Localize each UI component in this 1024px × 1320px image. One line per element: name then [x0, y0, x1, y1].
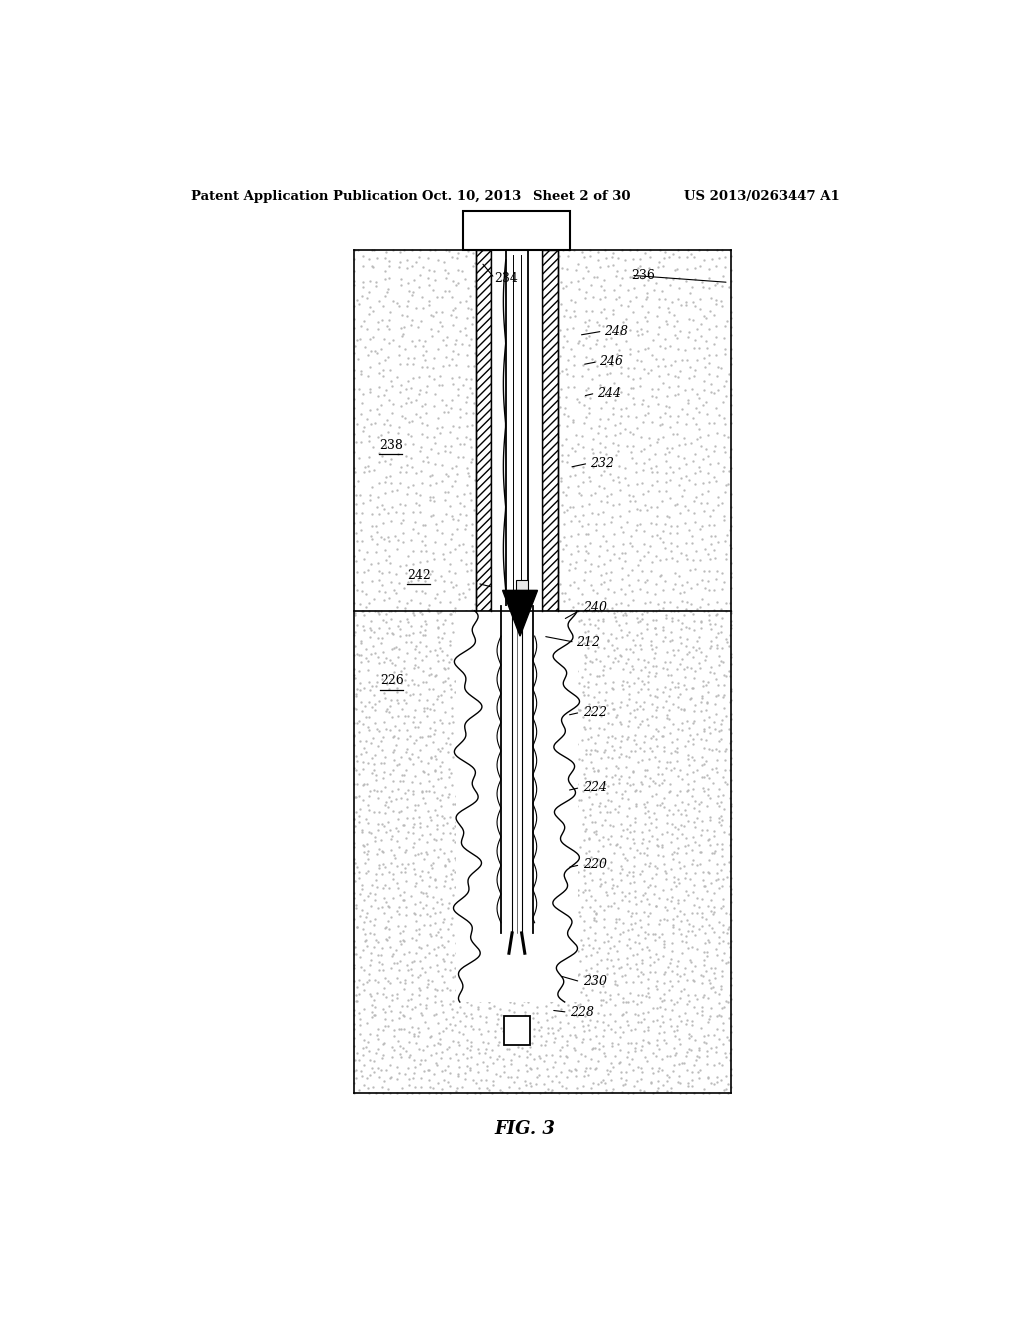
Text: Oct. 10, 2013: Oct. 10, 2013: [422, 190, 521, 202]
Text: FIG. 3: FIG. 3: [495, 1121, 555, 1138]
Text: 212: 212: [577, 636, 600, 648]
Text: US 2013/0263447 A1: US 2013/0263447 A1: [684, 190, 840, 202]
Polygon shape: [503, 590, 538, 636]
Text: 238: 238: [379, 438, 402, 451]
Bar: [516, 581, 527, 593]
Text: 242: 242: [408, 569, 431, 582]
Text: 222: 222: [583, 706, 607, 719]
Text: 246: 246: [599, 355, 624, 368]
Bar: [504, 1016, 529, 1044]
Text: 236: 236: [631, 269, 655, 281]
Text: 224: 224: [583, 781, 607, 795]
Text: 244: 244: [597, 387, 621, 400]
Text: 248: 248: [604, 325, 628, 338]
Text: 234: 234: [495, 272, 518, 285]
Bar: [463, 211, 570, 249]
Text: 230: 230: [583, 975, 607, 989]
Bar: [354, 249, 731, 1093]
Bar: [513, 249, 521, 611]
Bar: [475, 249, 492, 611]
Text: 228: 228: [570, 1006, 594, 1019]
Text: 220: 220: [583, 858, 607, 871]
Text: 232: 232: [590, 457, 613, 470]
Text: Patent Application Publication: Patent Application Publication: [191, 190, 418, 202]
Bar: [543, 249, 558, 611]
Text: Sheet 2 of 30: Sheet 2 of 30: [532, 190, 630, 202]
Bar: [501, 606, 532, 933]
Bar: [456, 611, 578, 1002]
Text: 226: 226: [380, 675, 404, 688]
Text: 240: 240: [583, 601, 607, 614]
Bar: [492, 249, 543, 611]
